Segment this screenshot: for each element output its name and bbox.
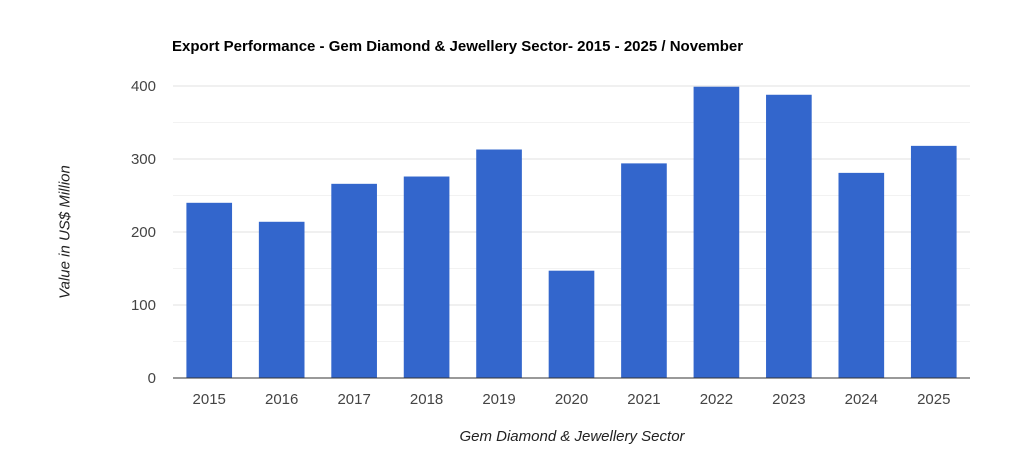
bar-2022 <box>693 86 740 378</box>
bar-2021 <box>621 163 667 378</box>
x-tick-label: 2020 <box>555 391 588 408</box>
bar-2020 <box>548 270 595 378</box>
x-tick-label: 2015 <box>193 391 226 408</box>
y-tick-label: 100 <box>131 297 156 314</box>
x-tick-label: 2021 <box>627 391 660 408</box>
gridlines <box>173 85 970 342</box>
x-tick-label: 2024 <box>845 391 878 408</box>
x-axis-label: Gem Diamond & Jewellery Sector <box>459 428 685 445</box>
bar-2015 <box>186 202 233 378</box>
axes: 0 100 200 300 400 2015 2016 2017 2018 2019 2020 202… <box>131 78 970 408</box>
bar-2023 <box>766 94 812 378</box>
x-tick-label: 2022 <box>700 391 733 408</box>
x-tick-label: 2016 <box>265 391 298 408</box>
y-tick-label: 400 <box>131 78 156 95</box>
x-tick-label: 2017 <box>337 391 370 408</box>
x-tick-label: 2018 <box>410 391 443 408</box>
bar-2024 <box>838 172 885 378</box>
x-tick-label: 2023 <box>772 391 805 408</box>
chart-title: Export Performance - Gem Diamond & Jewel… <box>172 38 744 55</box>
y-tick-label: 200 <box>131 224 156 241</box>
bar-2019 <box>476 149 522 378</box>
x-tick-label: 2019 <box>482 391 515 408</box>
bar-2016 <box>258 221 305 378</box>
bar-2017 <box>331 183 377 378</box>
y-tick-label: 0 <box>148 370 156 387</box>
bar-2025 <box>910 145 957 378</box>
y-tick-label: 300 <box>131 151 156 168</box>
bars <box>186 86 957 378</box>
x-tick-label: 2025 <box>917 391 950 408</box>
bar-2018 <box>403 176 450 378</box>
